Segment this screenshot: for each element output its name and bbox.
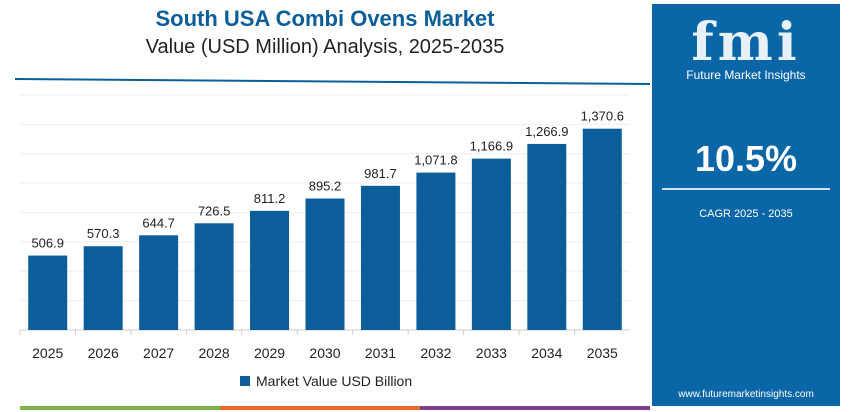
legend-swatch — [240, 376, 250, 386]
cagr-value: 10.5% — [694, 138, 798, 179]
x-tick-label: 2030 — [309, 345, 340, 361]
x-tick-label: 2027 — [143, 345, 174, 361]
title-underline — [14, 78, 651, 85]
x-tick-label: 2034 — [531, 345, 562, 361]
data-label: 726.5 — [198, 203, 231, 218]
data-label: 506.9 — [31, 236, 64, 251]
stripe-green — [20, 406, 220, 410]
bar-2031 — [360, 185, 400, 330]
data-label: 981.7 — [364, 166, 397, 181]
bar-2026 — [83, 246, 123, 330]
bar-2028 — [194, 223, 234, 330]
bar-2032 — [416, 172, 456, 330]
x-tick-label: 2028 — [199, 345, 230, 361]
logo-subtitle: Future Market Insights — [686, 68, 806, 82]
x-tick-label: 2035 — [587, 345, 618, 361]
bar-2029 — [250, 210, 290, 330]
x-tick-label: 2025 — [32, 345, 63, 361]
stripe-orange — [220, 406, 420, 410]
data-label: 1,071.8 — [414, 153, 457, 168]
x-tick-label: 2031 — [365, 345, 396, 361]
chart-title: South USA Combi Ovens Market — [155, 6, 495, 31]
data-label: 644.7 — [142, 215, 175, 230]
x-tick-label: 2033 — [476, 345, 507, 361]
x-tick-label: 2029 — [254, 345, 285, 361]
divider — [662, 188, 830, 190]
bar-2030 — [305, 198, 345, 330]
info-panel: fmi Future Market Insights 10.5% CAGR 20… — [652, 4, 840, 406]
website-link[interactable]: www.futuremarketinsights.com — [678, 389, 814, 400]
stripe-purple — [420, 406, 650, 410]
legend-label: Market Value USD Billion — [256, 373, 413, 389]
bar-2033 — [471, 158, 511, 330]
data-label: 1,266.9 — [525, 124, 568, 139]
legend: Market Value USD Billion — [240, 373, 412, 389]
data-label: 811.2 — [254, 191, 286, 206]
bar-2025 — [28, 255, 68, 330]
cagr-label: CAGR 2025 - 2035 — [699, 208, 793, 220]
bar-2034 — [527, 143, 567, 330]
data-label: 570.3 — [87, 226, 120, 241]
fmi-logo: fmi — [691, 12, 801, 73]
data-label: 895.2 — [309, 179, 342, 194]
data-label: 1,370.6 — [581, 109, 624, 124]
bar-2035 — [582, 128, 622, 330]
x-tick-label: 2032 — [420, 345, 451, 361]
bar-2027 — [139, 235, 179, 330]
chart-subtitle: Value (USD Million) Analysis, 2025-2035 — [145, 36, 505, 58]
data-label: 1,166.9 — [470, 139, 513, 154]
x-tick-label: 2026 — [88, 345, 119, 361]
